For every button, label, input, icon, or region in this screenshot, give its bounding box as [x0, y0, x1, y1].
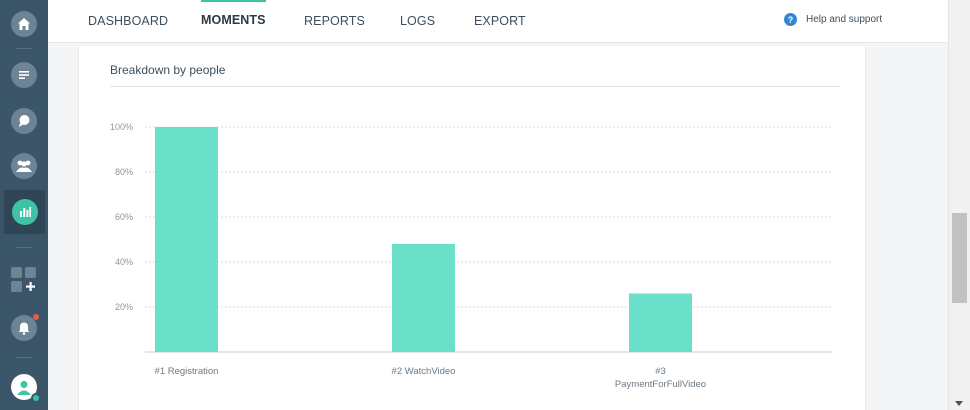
people-icon [11, 153, 37, 179]
help-icon: ? [784, 13, 797, 26]
category-label: #2 WatchVideo [392, 366, 456, 377]
category-label: #3 [655, 366, 666, 377]
sidebar-item-people[interactable] [0, 144, 48, 188]
add-widget-icon [11, 266, 37, 298]
scrollbar[interactable] [948, 0, 970, 410]
bar-2[interactable] [392, 244, 455, 352]
gear-icon [31, 393, 41, 403]
y-tick-label: 60% [115, 212, 133, 222]
y-tick-label: 40% [115, 257, 133, 267]
sidebar-item-user[interactable] [0, 365, 48, 409]
tab-reports[interactable]: REPORTS [304, 14, 365, 28]
category-label: #1 Registration [155, 366, 219, 377]
category-label: PaymentForFullVideo [615, 379, 706, 390]
home-icon [11, 11, 37, 37]
sidebar-item-home[interactable] [0, 2, 48, 46]
y-tick-label: 80% [115, 167, 133, 177]
notifications-icon [11, 314, 39, 341]
y-tick-label: 20% [115, 302, 133, 312]
top-navigation: DASHBOARD MOMENTS REPORTS LOGS EXPORT ? … [48, 0, 948, 43]
tab-dashboard[interactable]: DASHBOARD [88, 14, 169, 28]
card-divider [110, 86, 840, 87]
user-settings-icon [11, 374, 41, 403]
tab-export[interactable]: EXPORT [474, 14, 526, 28]
help-and-support-link[interactable]: ? Help and support [784, 13, 882, 26]
scrollbar-thumb[interactable] [952, 213, 967, 303]
sidebar [0, 0, 48, 410]
sidebar-divider [16, 357, 32, 358]
sidebar-item-notifications[interactable] [0, 306, 48, 350]
sidebar-item-analytics[interactable] [4, 190, 45, 234]
bar-3[interactable] [629, 293, 692, 353]
messages-icon [11, 62, 37, 88]
help-label: Help and support [806, 14, 883, 25]
chat-icon [11, 108, 37, 134]
notification-badge [33, 314, 39, 320]
analytics-icon [11, 199, 38, 225]
breakdown-chart: 20% 40% 60% 80% 100% #1 Registration #2 WatchV… [110, 122, 832, 390]
card-title: Breakdown by people [110, 63, 226, 77]
tab-logs[interactable]: LOGS [400, 14, 436, 28]
scroll-down-arrow-icon[interactable] [955, 401, 963, 406]
sidebar-item-messages[interactable] [0, 53, 48, 97]
breakdown-card: Breakdown by people 20% 40% 60% 80% 100% #1 R… [78, 46, 866, 410]
sidebar-divider [16, 247, 32, 248]
bar-1[interactable] [155, 127, 218, 352]
y-tick-label: 100% [110, 122, 133, 132]
sidebar-divider [16, 48, 32, 49]
tab-moments[interactable]: MOMENTS [201, 0, 266, 43]
sidebar-item-add-widget[interactable] [0, 260, 48, 304]
sidebar-item-chat[interactable] [0, 99, 48, 143]
